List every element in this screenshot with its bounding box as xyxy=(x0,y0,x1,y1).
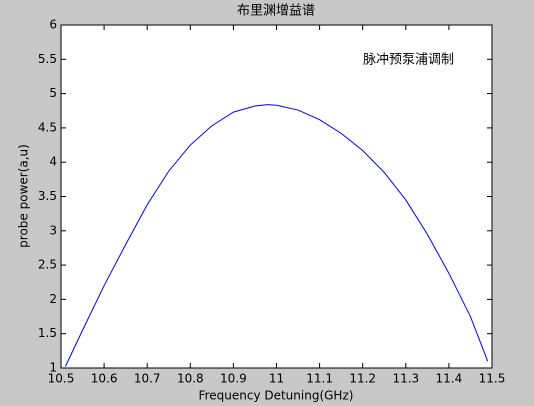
y-tick-label: 4 xyxy=(49,155,57,169)
y-tick-label: 5.5 xyxy=(38,52,57,66)
y-tick-label: 1.5 xyxy=(38,326,57,340)
x-tick-label: 11.4 xyxy=(436,372,463,386)
annotation: 脉冲预泵浦调制 xyxy=(363,53,454,68)
y-tick-label: 6 xyxy=(49,18,57,32)
x-axis-label: Frequency Detuning(GHz) xyxy=(199,389,354,403)
data-line xyxy=(64,104,489,367)
x-tick-label: 10.5 xyxy=(48,372,75,386)
y-tick-label: 5 xyxy=(49,86,57,100)
y-tick-label: 1 xyxy=(49,361,57,375)
y-axis-label: probe power(a,u) xyxy=(17,144,31,248)
plot-area xyxy=(60,24,493,369)
y-tick-label: 4.5 xyxy=(38,120,57,134)
y-tick-label: 3.5 xyxy=(38,189,57,203)
x-tick-label: 10.8 xyxy=(177,372,204,386)
chart-title: 布里渊增益谱 xyxy=(237,4,315,19)
y-tick-label: 3 xyxy=(49,223,57,237)
x-tick-label: 11.1 xyxy=(306,372,333,386)
y-tick-label: 2.5 xyxy=(38,258,57,272)
x-tick-label: 11.3 xyxy=(392,372,419,386)
x-tick-label: 11.5 xyxy=(479,372,506,386)
x-tick-label: 10.6 xyxy=(91,372,118,386)
x-tick-label: 10.9 xyxy=(220,372,247,386)
x-tick-label: 11.2 xyxy=(349,372,376,386)
x-tick-label: 10.7 xyxy=(134,372,161,386)
y-tick-label: 2 xyxy=(49,292,57,306)
x-tick-label: 11 xyxy=(269,372,284,386)
